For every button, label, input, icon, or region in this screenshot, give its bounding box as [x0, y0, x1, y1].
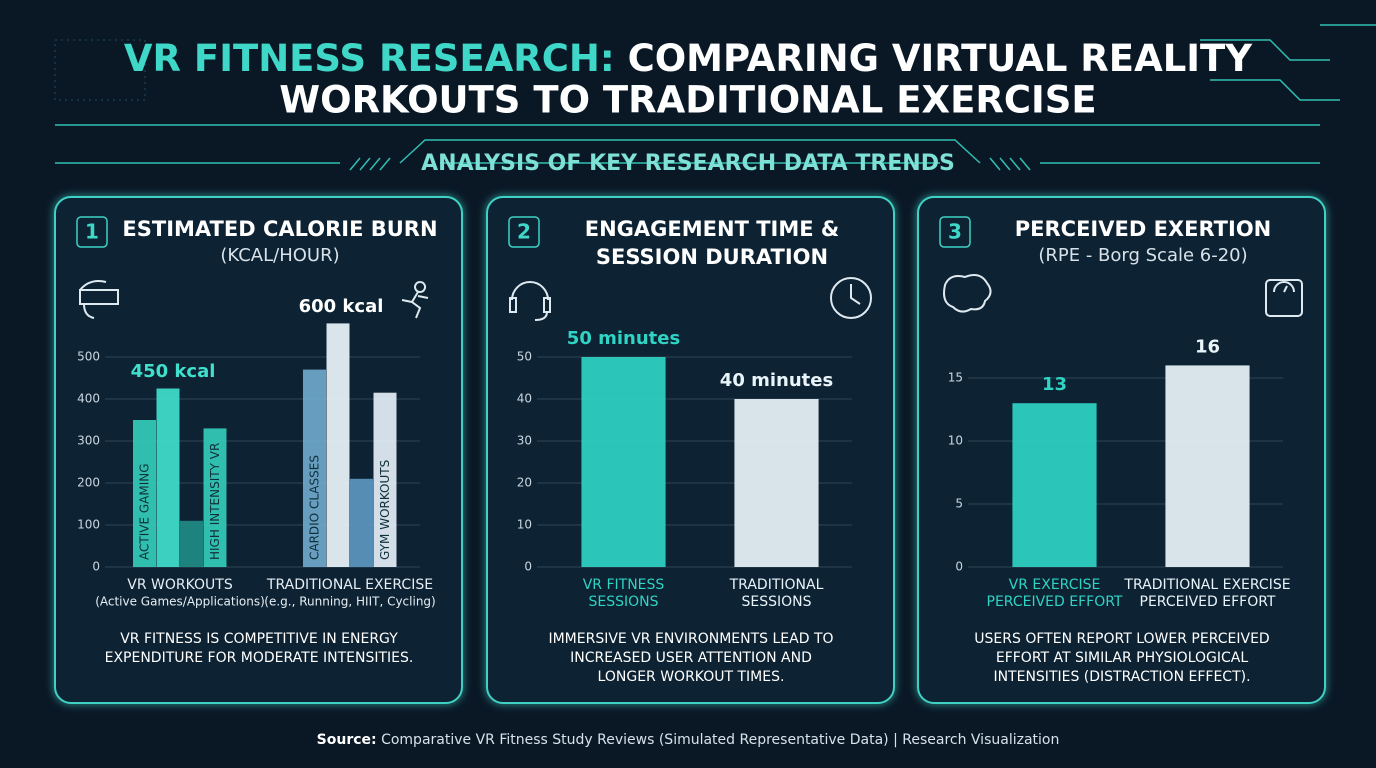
y-tick-label: 0: [955, 560, 963, 574]
value-label: 40 minutes: [720, 370, 833, 391]
bar: [326, 323, 350, 567]
panel-subtitle: (RPE - Borg Scale 6-20): [1038, 245, 1247, 266]
title-text: COMPARING VIRTUAL REALITY: [628, 37, 1254, 80]
brain-icon: [943, 274, 992, 313]
title-text: WORKOUTS TO TRADITIONAL EXERCISE: [279, 79, 1096, 122]
panel-note: INTENSITIES (DISTRACTION EFFECT).: [993, 669, 1250, 685]
bar: [180, 520, 203, 567]
x-tick-label: PERCEIVED EFFORT: [987, 594, 1123, 610]
x-tick-label: TRADITIONAL: [729, 577, 824, 593]
y-tick-label: 200: [77, 476, 100, 490]
value-label: 13: [1042, 374, 1067, 395]
clock-hands: [850, 284, 861, 305]
y-tick-label: 30: [517, 434, 532, 448]
x-tick-label: SESSIONS: [588, 594, 658, 610]
bar-label: CARDIO CLASSES: [308, 455, 322, 560]
x-tick-label: VR WORKOUTS: [127, 577, 233, 593]
bar: [203, 428, 227, 567]
panel-note: LONGER WORKOUT TIMES.: [598, 669, 785, 685]
panel-title: PERCEIVED EXERTION: [1015, 217, 1272, 241]
y-tick-label: 10: [948, 434, 963, 448]
panel-note: IMMERSIVE VR ENVIRONMENTS LEAD TO: [548, 631, 833, 647]
bar: [133, 420, 156, 567]
runner-icon: [401, 281, 429, 319]
bar: [1012, 403, 1097, 567]
panel-title: SESSION DURATION: [596, 245, 828, 269]
icons: [79, 274, 1303, 321]
panel-title: ENGAGEMENT TIME &: [585, 217, 839, 241]
headset-icon: [509, 281, 551, 321]
x-tick-label: PERCEIVED EFFORT: [1140, 594, 1276, 610]
y-tick-label: 100: [77, 518, 100, 532]
bar: [1165, 365, 1250, 567]
annotation: 450 kcal: [131, 361, 216, 382]
panel-title: ESTIMATED CALORIE BURN: [122, 217, 437, 241]
bar: [303, 369, 326, 567]
dot-grid: [54, 39, 146, 101]
y-tick-label: 300: [77, 434, 100, 448]
panel-note: USERS OFTEN REPORT LOWER PERCEIVED: [974, 631, 1269, 647]
scale-dial: [1273, 281, 1295, 293]
y-tick-label: 0: [524, 560, 532, 574]
panel-note: EFFORT AT SIMILAR PHYSIOLOGICAL: [996, 650, 1248, 666]
x-tick-label: (e.g., Running, HIIT, Cycling): [264, 595, 435, 609]
y-tick-label: 500: [77, 350, 100, 364]
panel: [486, 196, 895, 704]
panel-subtitle: (KCAL/HOUR): [220, 245, 339, 266]
bar-label: GYM WORKOUTS: [378, 460, 392, 560]
number-box: [939, 216, 971, 248]
panel-note: VR FITNESS IS COMPETITIVE IN ENERGY: [120, 631, 398, 647]
bar: [581, 357, 666, 567]
subtitle: ANALYSIS OF KEY RESEARCH DATA TRENDS: [421, 151, 955, 176]
y-tick-label: 50: [517, 350, 532, 364]
x-tick-label: VR FITNESS: [583, 577, 665, 593]
panel: [54, 196, 463, 704]
x-tick-label: (Active Games/Applications): [95, 595, 265, 609]
y-tick-label: 20: [517, 476, 532, 490]
y-tick-label: 15: [948, 371, 963, 385]
vr-icon: [79, 280, 119, 319]
bar: [734, 399, 819, 567]
x-tick-label: TRADITIONAL EXERCISE: [266, 577, 433, 593]
bar-label: HIGH INTENSITY VR: [208, 443, 222, 560]
clock-icon: [830, 277, 872, 319]
bar: [156, 388, 180, 567]
bar: [373, 392, 397, 567]
scale-icon: [1265, 279, 1303, 317]
x-tick-label: TRADITIONAL EXERCISE: [1123, 577, 1290, 593]
panel-note: INCREASED USER ATTENTION AND: [570, 650, 812, 666]
panel-number: 3: [948, 220, 962, 244]
source-label: Source:: [317, 732, 377, 748]
y-tick-label: 0: [92, 560, 100, 574]
x-tick-label: SESSIONS: [741, 594, 811, 610]
x-tick-label: VR EXERCISE: [1009, 577, 1101, 593]
bar-label: ACTIVE GAMING: [138, 463, 152, 560]
annotation: 600 kcal: [299, 296, 384, 317]
panel: [917, 196, 1326, 704]
page-title: VR FITNESS RESEARCH: COMPARING VIRTUAL R…: [124, 37, 1253, 80]
panel-number: 1: [85, 220, 99, 244]
source-text: Comparative VR Fitness Study Reviews (Si…: [381, 732, 1059, 748]
number-box: [76, 216, 108, 248]
value-label: 50 minutes: [567, 328, 680, 349]
title-highlight: VR FITNESS RESEARCH:: [124, 37, 615, 80]
bar: [350, 478, 373, 567]
y-tick-label: 5: [955, 497, 963, 511]
value-label: 16: [1195, 336, 1220, 357]
y-tick-label: 10: [517, 518, 532, 532]
panel-note: EXPENDITURE FOR MODERATE INTENSITIES.: [105, 650, 414, 666]
decoration: [54, 24, 1376, 171]
number-box: [508, 216, 540, 248]
y-tick-label: 40: [517, 392, 532, 406]
source: Source: Comparative VR Fitness Study Rev…: [317, 732, 1060, 748]
panel-number: 2: [517, 220, 531, 244]
y-tick-label: 400: [77, 392, 100, 406]
